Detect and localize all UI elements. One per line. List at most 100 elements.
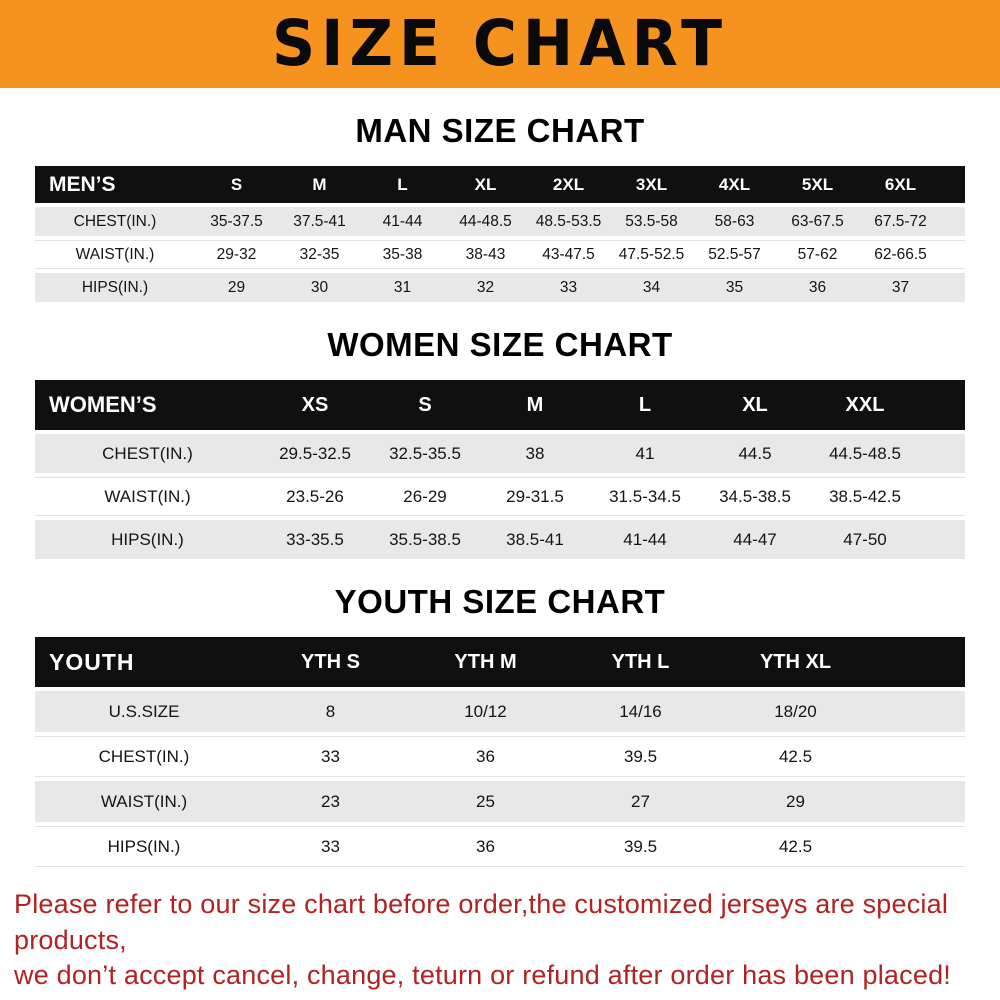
cell: 41-44 <box>382 212 423 230</box>
table-title-cell: YOUTH <box>49 648 135 675</box>
row-label: WAIST(IN.) <box>104 486 191 506</box>
cell: 33 <box>559 278 578 296</box>
cell: 52.5-57 <box>708 245 761 263</box>
cell: 23.5-26 <box>286 486 344 506</box>
cell: 32 <box>476 278 495 296</box>
cell: 38-43 <box>465 245 506 263</box>
table-title-cell: MEN’S <box>49 172 116 196</box>
cell: 35-38 <box>382 245 423 263</box>
cell: 29 <box>786 791 805 811</box>
column-header: XS <box>301 393 329 416</box>
men-size-chart-section: MAN SIZE CHART MEN’S S M L XL 2XL 3XL 4XL 5XL 6XL… <box>0 112 1000 302</box>
table-row: CHEST(IN.) 35-37.5 37.5-41 41-44 44-48.5 48.5… <box>35 207 965 236</box>
table-row: HIPS(IN.) 33 36 39.5 42.5 <box>35 826 965 867</box>
column-header: M <box>526 393 544 416</box>
column-header: S <box>418 393 432 416</box>
men-size-table: MEN’S S M L XL 2XL 3XL 4XL 5XL 6XL CHEST(IN.) 35-37… <box>35 166 965 302</box>
cell: 35.5-38.5 <box>389 529 461 549</box>
youth-chart-heading: YOUTH SIZE CHART <box>334 583 666 620</box>
row-label: HIPS(IN.) <box>111 529 184 549</box>
cell: 18/20 <box>774 701 817 721</box>
cell: 53.5-58 <box>625 212 678 230</box>
column-header: 3XL <box>635 174 668 194</box>
cell: 42.5 <box>778 836 813 856</box>
cell: 14/16 <box>619 701 662 721</box>
cell: 37.5-41 <box>293 212 346 230</box>
page-title: SIZE CHART <box>271 7 729 81</box>
table-header-row: WOMEN’S XS S M L XL XXL <box>35 380 965 430</box>
cell: 38 <box>525 443 545 463</box>
table-row: HIPS(IN.) 29 30 31 32 33 34 35 36 37 <box>35 273 965 302</box>
cell: 29-32 <box>216 245 257 263</box>
column-header: XXL <box>845 393 885 416</box>
cell: 39.5 <box>623 746 658 766</box>
men-chart-heading: MAN SIZE CHART <box>355 112 645 149</box>
cell: 44-47 <box>733 529 777 549</box>
cell: 38.5-42.5 <box>829 486 901 506</box>
column-header: 6XL <box>884 174 917 194</box>
cell: 25 <box>476 791 495 811</box>
row-label: CHEST(IN.) <box>102 443 193 463</box>
column-header: YTH XL <box>759 650 832 673</box>
cell: 44.5-48.5 <box>829 443 901 463</box>
cell: 32.5-35.5 <box>389 443 461 463</box>
column-header: M <box>312 174 327 194</box>
cell: 62-66.5 <box>874 245 927 263</box>
column-header: YTH L <box>611 650 670 673</box>
column-header: L <box>397 174 408 194</box>
disclaimer-line-2: we don’t accept cancel, change, teturn o… <box>14 960 951 991</box>
women-size-chart-section: WOMEN SIZE CHART WOMEN’S XS S M L XL XXL CHEST(… <box>0 326 1000 559</box>
table-header-row: YOUTH YTH S YTH M YTH L YTH XL <box>35 637 965 687</box>
table-row: CHEST(IN.) 33 36 39.5 42.5 <box>35 736 965 777</box>
table-row: HIPS(IN.) 33-35.5 35.5-38.5 38.5-41 41-44 44-… <box>35 520 965 559</box>
disclaimer-line-1: Please refer to our size chart before or… <box>14 889 949 955</box>
row-label: CHEST(IN.) <box>73 212 157 230</box>
row-label: WAIST(IN.) <box>75 245 155 263</box>
column-header: L <box>638 393 652 416</box>
cell: 41 <box>635 443 655 463</box>
youth-size-table: YOUTH YTH S YTH M YTH L YTH XL U.S.SIZE 8 10/12… <box>35 637 965 867</box>
table-row: WAIST(IN.) 23.5-26 26-29 29-31.5 31.5-34.5 34… <box>35 477 965 516</box>
women-chart-heading: WOMEN SIZE CHART <box>327 326 673 363</box>
cell: 47.5-52.5 <box>618 245 685 263</box>
table-row: WAIST(IN.) 23 25 27 29 <box>35 781 965 822</box>
cell: 31 <box>393 278 412 296</box>
table-row: U.S.SIZE 8 10/12 14/16 18/20 <box>35 691 965 732</box>
cell: 26-29 <box>403 486 447 506</box>
cell: 39.5 <box>623 836 658 856</box>
cell: 41-44 <box>623 529 667 549</box>
column-header: S <box>230 174 243 194</box>
cell: 23 <box>321 791 340 811</box>
row-label: HIPS(IN.) <box>107 836 181 856</box>
row-label: HIPS(IN.) <box>81 278 149 296</box>
cell: 29 <box>227 278 246 296</box>
cell: 29.5-32.5 <box>279 443 351 463</box>
column-header: YTH M <box>454 650 517 673</box>
row-label: CHEST(IN.) <box>98 746 190 766</box>
cell: 32-35 <box>299 245 340 263</box>
cell: 42.5 <box>778 746 813 766</box>
cell: 33-35.5 <box>286 529 344 549</box>
cell: 10/12 <box>464 701 507 721</box>
cell: 36 <box>476 746 495 766</box>
cell: 33 <box>321 746 340 766</box>
cell: 44-48.5 <box>459 212 512 230</box>
cell: 37 <box>891 278 910 296</box>
column-header: 4XL <box>718 174 751 194</box>
women-size-table: WOMEN’S XS S M L XL XXL CHEST(IN.) 29.5-32.5 32.5… <box>35 380 965 559</box>
cell: 36 <box>476 836 495 856</box>
table-header-row: MEN’S S M L XL 2XL 3XL 4XL 5XL 6XL <box>35 166 965 203</box>
column-header: XL <box>742 393 768 416</box>
row-label: U.S.SIZE <box>108 701 180 721</box>
cell: 29-31.5 <box>506 486 564 506</box>
cell: 35 <box>725 278 744 296</box>
column-header: XL <box>474 174 497 194</box>
cell: 58-63 <box>714 212 755 230</box>
cell: 63-67.5 <box>791 212 844 230</box>
cell: 48.5-53.5 <box>535 212 602 230</box>
cell: 47-50 <box>843 529 887 549</box>
cell: 36 <box>808 278 827 296</box>
cell: 31.5-34.5 <box>609 486 681 506</box>
cell: 57-62 <box>797 245 838 263</box>
table-row: CHEST(IN.) 29.5-32.5 32.5-35.5 38 41 44.5 44.5… <box>35 434 965 473</box>
